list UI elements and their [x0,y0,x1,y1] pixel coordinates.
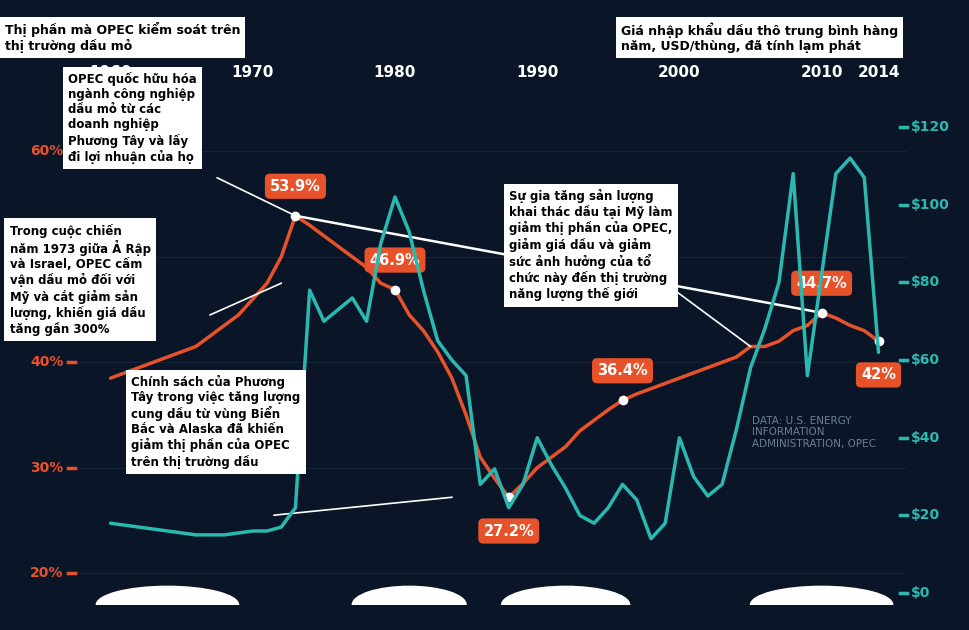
Text: 36.4%: 36.4% [597,364,647,378]
Text: 44.7%: 44.7% [796,276,846,290]
Text: Chính sách của Phương
Tây trong việc tăng lượng
cung dầu từ vùng Biển
Bắc và Ala: Chính sách của Phương Tây trong việc tăn… [131,375,299,469]
Text: 30%: 30% [30,461,64,475]
Text: $40: $40 [910,431,939,445]
Text: 2014: 2014 [857,66,899,81]
Text: $0: $0 [910,586,929,600]
Text: OPEC quốc hữu hóa
ngành công nghiệp
dầu mỏ từ các
doanh nghiệp
Phương Tây và lấy: OPEC quốc hữu hóa ngành công nghiệp dầu … [68,72,197,164]
Text: 20%: 20% [30,566,64,580]
Ellipse shape [501,587,629,623]
Text: Trong cuộc chiến
năm 1973 giữa Ả Rập
và Israel, OPEC cấm
vận dầu mỏ đối với
Mỹ v: Trong cuộc chiến năm 1973 giữa Ả Rập và … [10,224,150,336]
Text: $120: $120 [910,120,949,134]
Text: $80: $80 [910,275,939,289]
Text: $60: $60 [910,353,939,367]
Text: 42%: 42% [860,367,895,382]
Ellipse shape [352,587,466,623]
Text: 50%: 50% [30,250,64,264]
Text: Thị phần mà OPEC kiểm soát trên
thị trường dầu mỏ: Thị phần mà OPEC kiểm soát trên thị trườ… [5,22,240,54]
Text: 40%: 40% [30,355,64,369]
Ellipse shape [96,587,238,623]
Text: 1960: 1960 [89,66,132,81]
Text: Sự gia tăng sản lượng
khai thác dầu tại Mỹ làm
giảm thị phần của OPEC,
giảm giá : Sự gia tăng sản lượng khai thác dầu tại … [509,189,672,301]
Text: 60%: 60% [30,144,64,159]
Text: 1980: 1980 [373,66,416,81]
Ellipse shape [750,587,891,623]
Text: 2010: 2010 [799,66,842,81]
Text: 46.9%: 46.9% [369,253,420,268]
Text: 1970: 1970 [232,66,273,81]
Text: 53.9%: 53.9% [269,179,321,194]
Text: 1990: 1990 [516,66,558,81]
Text: $20: $20 [910,508,939,522]
Text: DATA: U.S. ENERGY
INFORMATION
ADMINISTRATION, OPEC: DATA: U.S. ENERGY INFORMATION ADMINISTRA… [751,416,875,449]
Text: 27.2%: 27.2% [483,524,534,539]
Text: 2000: 2000 [657,66,700,81]
Text: Giá nhập khẩu dầu thô trung bình hàng
năm, USD/thùng, đã tính lạm phát: Giá nhập khẩu dầu thô trung bình hàng nă… [620,22,897,53]
Text: $100: $100 [910,198,949,212]
